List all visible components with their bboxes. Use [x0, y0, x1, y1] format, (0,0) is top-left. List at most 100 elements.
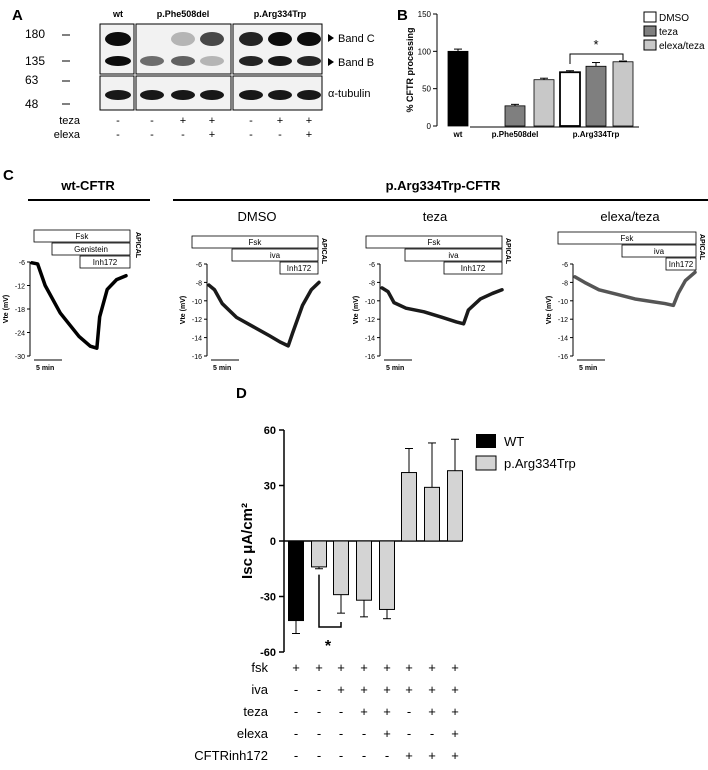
condition-sign: -: [317, 748, 321, 763]
condition-sign: +: [360, 704, 368, 719]
condition-sign: -: [407, 726, 411, 741]
group-label-phe508del: p.Phe508del: [492, 130, 539, 139]
treatment-sign: -: [249, 129, 253, 141]
drug-application-bar: [621, 244, 697, 258]
y-tick-label: -6: [196, 262, 202, 269]
panel-label-c: C: [3, 167, 14, 184]
y-tick-label: -10: [192, 299, 202, 306]
transepithelial-voltage-traces: wt-CFTR p.Arg334Trp-CFTR DMSO teza elexa…: [3, 178, 708, 372]
bar: [504, 105, 526, 127]
voltage-trace: [380, 286, 504, 326]
y-tick-label: 60: [264, 425, 276, 437]
condition-sign: -: [430, 726, 434, 741]
drug-label: Inh172: [669, 260, 694, 269]
y-tick-label: -14: [365, 336, 375, 343]
y-tick-label: -8: [369, 280, 375, 287]
drug-label: Inh172: [287, 264, 312, 273]
treatment-sign: +: [306, 115, 312, 127]
lane-group-wt: wt: [112, 9, 123, 19]
condition-sign: -: [385, 748, 389, 763]
trace-title-dmso: DMSO: [238, 209, 277, 224]
condition-sign: +: [428, 682, 436, 697]
mw-marker: 180: [25, 27, 45, 41]
drug-application-bar: [79, 255, 131, 269]
bar: [401, 472, 417, 542]
lane-group-arg334trp: p.Arg334Trp: [254, 9, 307, 19]
y-axis-label: Vte (mV): [353, 296, 360, 324]
bar: [311, 540, 327, 568]
significance-bracket: [569, 53, 624, 64]
voltage-trace: [207, 280, 321, 348]
panel-label-d: D: [236, 385, 247, 402]
trace-panel: Fsk iva Inh172 APICAL -6 -8 -10 -12 -14 -16 Vte (m…: [546, 231, 705, 372]
voltage-trace: [573, 270, 697, 308]
condition-sign: +: [405, 682, 413, 697]
significance-star: *: [593, 37, 598, 52]
band-c: [200, 32, 224, 46]
band-b-arrow-icon: [328, 58, 334, 66]
condition-sign: +: [428, 704, 436, 719]
condition-sign: -: [294, 748, 298, 763]
condition-sign: -: [362, 726, 366, 741]
condition-sign: +: [405, 748, 413, 763]
condition-sign: +: [428, 748, 436, 763]
condition-sign: +: [405, 660, 413, 675]
chart-b-legend: DMSO teza elexa/teza: [643, 11, 705, 52]
y-tick-label: -30: [260, 592, 276, 604]
band-c: [268, 32, 292, 46]
western-blot: wt p.Phe508del p.Arg334Trp 180 135 63 48…: [25, 9, 375, 141]
condition-label: elexa: [237, 726, 269, 741]
scale-bar-label: 5 min: [386, 365, 404, 372]
tubulin-band: [140, 90, 164, 100]
bar: [333, 540, 349, 596]
band-c: [105, 32, 131, 46]
y-tick-label: 100: [418, 47, 432, 56]
band-b: [200, 56, 224, 66]
chart-b-ylabel: % CFTR processing: [405, 27, 415, 112]
y-tick-label: -60: [260, 647, 276, 659]
drug-application-bar: [443, 261, 503, 275]
drug-application-bar: [404, 248, 503, 262]
condition-sign: +: [428, 660, 436, 675]
treatment-sign: -: [116, 129, 120, 141]
condition-sign: -: [317, 704, 321, 719]
band-b-label: Band B: [338, 57, 374, 69]
condition-sign: -: [362, 748, 366, 763]
condition-sign: +: [315, 660, 323, 675]
tubulin-band: [171, 90, 195, 100]
band-b: [239, 56, 263, 66]
y-tick-label: -12: [192, 317, 202, 324]
y-tick-label: 150: [418, 10, 432, 19]
condition-sign: -: [317, 682, 321, 697]
drug-application-bar: [665, 257, 697, 271]
legend-label-elexa-teza: elexa/teza: [659, 41, 705, 52]
bar: [424, 486, 440, 542]
legend-swatch-wt: [476, 434, 496, 448]
drug-application-bar: [365, 235, 503, 249]
legend-swatch-elexa-teza: [643, 39, 657, 51]
y-axis-label: Vte (mV): [3, 295, 10, 323]
condition-sign: +: [337, 682, 345, 697]
cftr-processing-chart: % CFTR processing 0 50 100 150 wt p.Phe508d…: [405, 10, 705, 139]
y-tick-label: -16: [192, 354, 202, 361]
y-axis-label: Vte (mV): [180, 296, 187, 324]
drug-label: Fsk: [249, 238, 263, 247]
scale-bar-label: 5 min: [213, 365, 231, 372]
condition-sign: -: [294, 682, 298, 697]
legend-label-wt: WT: [504, 434, 524, 449]
condition-sign: +: [383, 726, 391, 741]
condition-sign: -: [339, 748, 343, 763]
treatment-sign: -: [278, 129, 282, 141]
treatment-sign: -: [150, 129, 154, 141]
condition-sign: +: [337, 660, 345, 675]
bar: [447, 50, 469, 127]
blot-panel-upper: [135, 23, 232, 75]
mw-marker: 48: [25, 97, 39, 111]
drug-application-bar: [191, 235, 319, 249]
drug-label: Fsk: [428, 238, 442, 247]
apical-label: APICAL: [134, 232, 141, 259]
condition-sign: -: [339, 726, 343, 741]
mw-marker: 63: [25, 73, 39, 87]
y-tick-label: -8: [196, 280, 202, 287]
